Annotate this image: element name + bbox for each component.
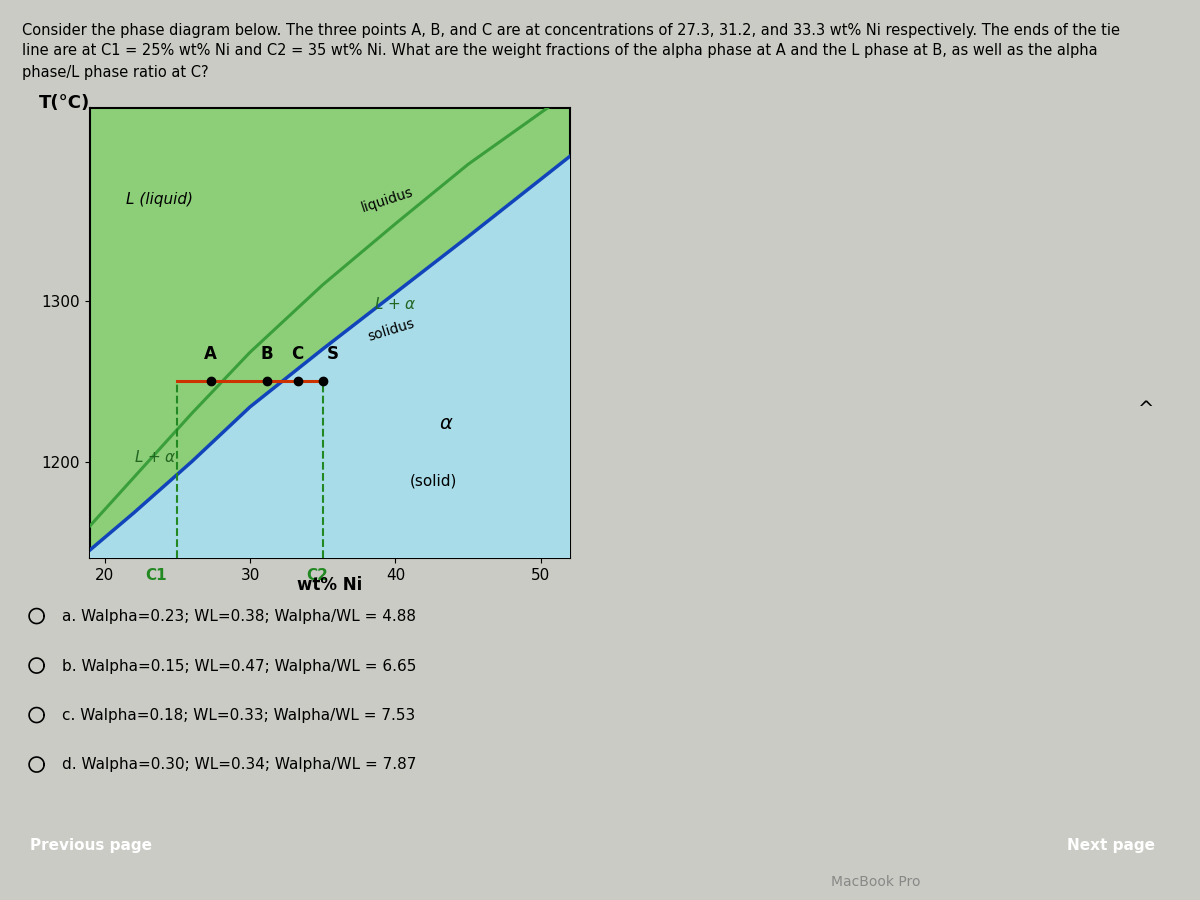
Polygon shape <box>90 92 570 550</box>
Text: Consider the phase diagram below. The three points A, B, and C are at concentrat: Consider the phase diagram below. The th… <box>22 22 1120 79</box>
Text: Next page: Next page <box>1067 838 1154 852</box>
Text: solidus: solidus <box>366 317 416 344</box>
Text: B: B <box>260 345 272 363</box>
Text: L + $\alpha$: L + $\alpha$ <box>373 296 416 312</box>
Polygon shape <box>90 157 570 558</box>
Text: MacBook Pro: MacBook Pro <box>832 876 920 889</box>
Text: a. Walpha=0.23; WL=0.38; Walpha/WL = 4.88: a. Walpha=0.23; WL=0.38; Walpha/WL = 4.8… <box>62 609 416 624</box>
Text: b. Walpha=0.15; WL=0.47; Walpha/WL = 6.65: b. Walpha=0.15; WL=0.47; Walpha/WL = 6.6… <box>62 659 416 673</box>
Text: C2: C2 <box>306 569 328 583</box>
Text: d. Walpha=0.30; WL=0.34; Walpha/WL = 7.87: d. Walpha=0.30; WL=0.34; Walpha/WL = 7.8… <box>62 758 416 772</box>
Text: c. Walpha=0.18; WL=0.33; Walpha/WL = 7.53: c. Walpha=0.18; WL=0.33; Walpha/WL = 7.5… <box>62 708 415 723</box>
Text: C: C <box>290 345 302 363</box>
Text: T(°C): T(°C) <box>38 94 90 112</box>
Text: (solid): (solid) <box>410 473 457 489</box>
Text: S: S <box>328 345 340 363</box>
Polygon shape <box>90 92 570 526</box>
Text: C1: C1 <box>145 569 167 583</box>
Text: wt% Ni: wt% Ni <box>298 575 362 593</box>
Text: L (liquid): L (liquid) <box>126 193 193 207</box>
Text: ^: ^ <box>1138 400 1154 419</box>
Text: liquidus: liquidus <box>359 185 415 215</box>
Text: L + $\alpha$: L + $\alpha$ <box>133 448 176 464</box>
Text: A: A <box>204 345 216 363</box>
Text: $\alpha$: $\alpha$ <box>439 414 454 434</box>
Text: Previous page: Previous page <box>30 838 151 852</box>
